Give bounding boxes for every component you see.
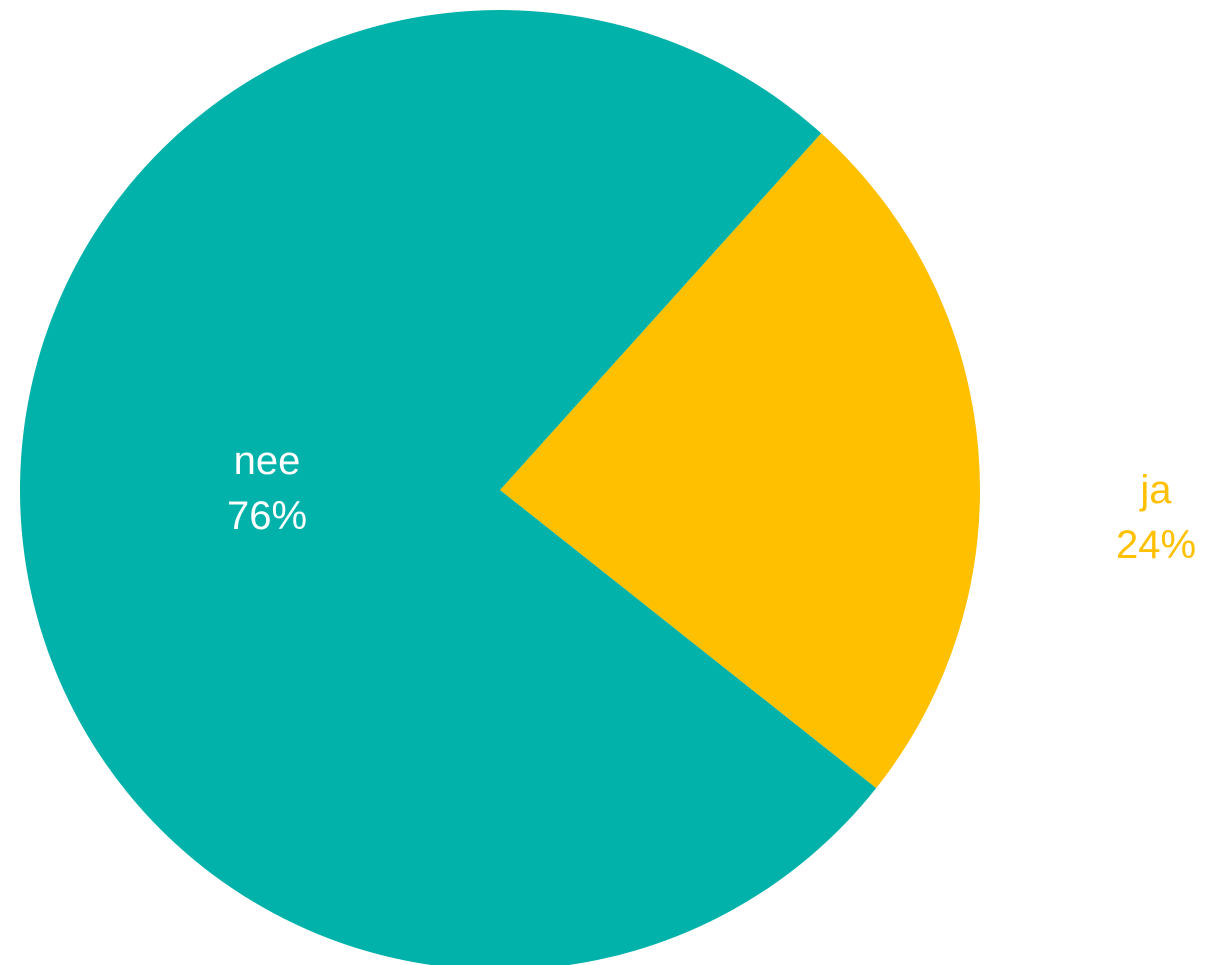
slice-label-nee: nee xyxy=(234,439,301,483)
slice-value-ja: 24% xyxy=(1116,523,1196,567)
pie-slice-ja xyxy=(500,133,980,789)
slice-value-nee: 76% xyxy=(227,494,307,538)
slice-label-ja: ja xyxy=(1139,468,1172,512)
pie-slice-nee xyxy=(20,10,877,965)
